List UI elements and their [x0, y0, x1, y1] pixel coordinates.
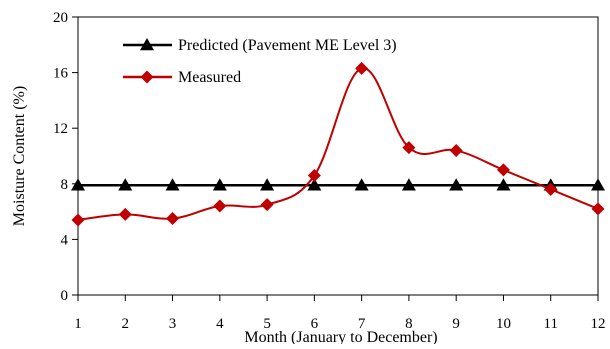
x-tick-label: 1 [74, 316, 82, 332]
data-point [449, 178, 464, 191]
data-point [71, 178, 85, 191]
data-point [71, 213, 85, 227]
y-axis-title: Moisture Content (%) [11, 86, 28, 226]
data-point [449, 143, 463, 157]
data-point [260, 178, 275, 191]
x-tick-label: 11 [544, 316, 558, 332]
data-point [591, 202, 605, 216]
data-point [307, 178, 322, 191]
x-tick-label: 10 [496, 316, 511, 332]
legend-item-2: Measured [123, 69, 241, 86]
data-point [401, 178, 416, 191]
data-point [213, 199, 227, 213]
legend-label: Predicted (Pavement ME Level 3) [178, 37, 397, 54]
series-line [77, 67, 599, 221]
series-layer [71, 61, 605, 227]
series-1 [71, 178, 605, 191]
y-tick-label: 0 [61, 288, 69, 304]
x-axis-title: Month (January to December) [244, 329, 437, 344]
data-point [212, 178, 227, 191]
x-tick-label: 3 [169, 316, 177, 332]
data-point [118, 207, 132, 221]
plot-frame [77, 16, 599, 296]
y-tick-label: 8 [61, 177, 69, 193]
data-point [260, 198, 274, 212]
legend-marker [140, 70, 154, 84]
series-2 [71, 61, 605, 227]
data-point [544, 182, 558, 196]
x-tick-label: 2 [122, 316, 130, 332]
data-point [591, 178, 605, 191]
x-tick-label: 5 [263, 316, 271, 332]
data-point [165, 178, 180, 191]
data-point [355, 61, 369, 75]
y-tick-label: 16 [53, 66, 69, 82]
data-point [496, 163, 510, 177]
x-tick-label: 4 [216, 316, 224, 332]
x-tick-label: 12 [591, 316, 606, 332]
legend-marker [140, 38, 154, 51]
x-tick-label: 6 [311, 316, 319, 332]
x-tick-label: 8 [405, 316, 413, 332]
y-tick-label: 20 [53, 10, 68, 26]
y-tick-label: 12 [53, 121, 68, 137]
data-point [307, 168, 321, 182]
legend: Predicted (Pavement ME Level 3) Measured [123, 37, 397, 86]
data-point [354, 178, 369, 191]
legend-label: Measured [178, 69, 241, 86]
data-point [402, 141, 416, 155]
data-point [496, 178, 511, 191]
data-point [166, 212, 180, 226]
y-tick-label: 4 [61, 232, 69, 248]
x-tick-label: 9 [452, 316, 460, 332]
legend-item-1: Predicted (Pavement ME Level 3) [123, 37, 397, 54]
data-point [118, 178, 133, 191]
x-tick-label: 7 [358, 316, 366, 332]
